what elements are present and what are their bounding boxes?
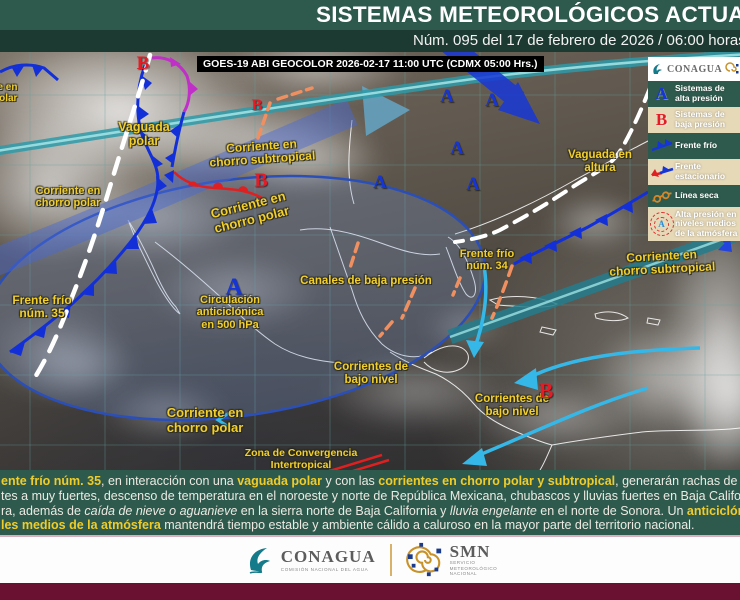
front-34-tail-dashed bbox=[490, 264, 514, 320]
high-pressure-letter: A bbox=[450, 138, 464, 159]
stationary-front-icon bbox=[650, 166, 673, 177]
legend-logo-row: CONAGUA bbox=[648, 57, 740, 81]
conagua-wordmark: CONAGUA bbox=[280, 547, 376, 566]
label-zcit: Zona de Convergencia Intertropical bbox=[244, 447, 358, 470]
itcz-lines bbox=[328, 453, 390, 470]
label-corrientes-bajo-nivel-2: Corrientes de bajo nivel bbox=[474, 393, 550, 418]
high-pressure-letter: A bbox=[466, 174, 480, 195]
legend-item-frente-frio: Frente frío bbox=[648, 133, 740, 159]
low-pressure-symbol: B bbox=[655, 110, 668, 129]
cold-front-icon bbox=[651, 139, 672, 152]
conagua-icon bbox=[653, 63, 662, 74]
high-pressure-symbol: A bbox=[655, 84, 668, 103]
low-pressure-letter: B bbox=[254, 169, 268, 192]
low-pressure-letter: B bbox=[251, 97, 263, 114]
high-pressure-letter: A bbox=[373, 172, 387, 193]
label-front-35: Frente frío núm. 35 bbox=[12, 293, 72, 321]
legend-item-frente-estacionario: Frente estacionario bbox=[648, 159, 740, 185]
legend-item-alta-niveles-medios: A Alta presión en niveles medios de la atm… bbox=[648, 207, 740, 241]
label-jet-polar-left: Corriente en chorro polar bbox=[35, 185, 101, 210]
summary-line: ente frío núm. 35, en interacción con un… bbox=[1, 474, 740, 488]
smn-wordmark: SMN bbox=[449, 541, 491, 561]
label-vaguada-polar: Vaguada polar bbox=[118, 120, 170, 148]
legend-item-alta-presion: A Sistemas de alta presión bbox=[648, 81, 740, 107]
bottom-maroon-band bbox=[0, 583, 740, 600]
page-title: SISTEMAS METEOROLÓGICOS ACTUALES bbox=[316, 2, 740, 27]
subheader-bar: Núm. 095 del 17 de febrero de 2026 / 06:… bbox=[0, 30, 740, 52]
dry-line-icon bbox=[651, 190, 672, 203]
weather-summary: ente frío núm. 35, en interacción con un… bbox=[0, 470, 740, 535]
summary-line: les medios de la atmósfera mantendrá tie… bbox=[1, 518, 695, 533]
legend-item-baja-presion: B Sistemas de baja presión bbox=[648, 107, 740, 133]
header-bar: SISTEMAS METEOROLÓGICOS ACTUALES bbox=[0, 0, 740, 30]
label-jet-polar-low: Corriente en chorro polar bbox=[166, 405, 244, 435]
smn-icon bbox=[405, 542, 441, 577]
upper-trough-east bbox=[453, 86, 652, 244]
legend-item-linea-seca: Línea seca bbox=[648, 185, 740, 207]
bulletin-number: Núm. 095 del 17 de febrero de 2026 / 06:… bbox=[413, 32, 740, 49]
high-pressure-letter-anticyclone: A bbox=[225, 274, 243, 301]
label-vaguada-altura: Vaguada en altura bbox=[568, 149, 632, 174]
high-pressure-letter: A bbox=[485, 90, 499, 111]
cold-front-corner bbox=[0, 63, 59, 82]
low-pressure-letter: B bbox=[538, 378, 554, 403]
footer-logos: CONAGUA COMISIÓN NACIONAL DEL AGUA SMN S… bbox=[0, 535, 740, 583]
conagua-wordmark: CONAGUA bbox=[667, 63, 723, 75]
smn-icon-partial bbox=[725, 62, 739, 74]
high-pressure-letter: A bbox=[440, 86, 454, 107]
conagua-icon bbox=[249, 548, 270, 574]
label-corrientes-bajo-nivel-1: Corrientes de bajo nivel bbox=[333, 361, 409, 386]
satellite-map: GOES-19 ABI GEOCOLOR 2026-02-17 11:00 UT… bbox=[0, 52, 740, 470]
conagua-caption: COMISIÓN NACIONAL DEL AGUA bbox=[280, 567, 369, 572]
label-circulacion-anticiclonica: Circulación anticiclónica en 500 hPa bbox=[196, 294, 264, 331]
summary-line: tes a muy fuertes, descenso de temperatu… bbox=[1, 488, 740, 503]
subtropical-jet-band-right bbox=[447, 224, 740, 345]
goes-caption: GOES-19 ABI GEOCOLOR 2026-02-17 11:00 UT… bbox=[197, 56, 544, 72]
smn-logo: SMN SERVICIO METEOROLÓGICO NACIONAL bbox=[405, 541, 498, 579]
logo-divider bbox=[389, 544, 392, 576]
cold-front-34 bbox=[513, 190, 649, 266]
label-canales-baja-presion: Canales de baja presión bbox=[300, 275, 432, 287]
label-front-34: Frente frío núm. 34 bbox=[459, 248, 515, 273]
low-pressure-letter: B bbox=[136, 53, 150, 74]
map-legend: CONAGUA A Sistemas de alta presión B Sist… bbox=[648, 57, 740, 241]
occluded-front bbox=[151, 56, 198, 168]
summary-line: ra, además de caída de nieve o aguanieve… bbox=[1, 503, 740, 518]
smn-caption: SERVICIO METEOROLÓGICO NACIONAL bbox=[449, 559, 498, 577]
conagua-logo: CONAGUA COMISIÓN NACIONAL DEL AGUA bbox=[243, 544, 376, 576]
mid-level-high-icon: A bbox=[649, 212, 674, 236]
